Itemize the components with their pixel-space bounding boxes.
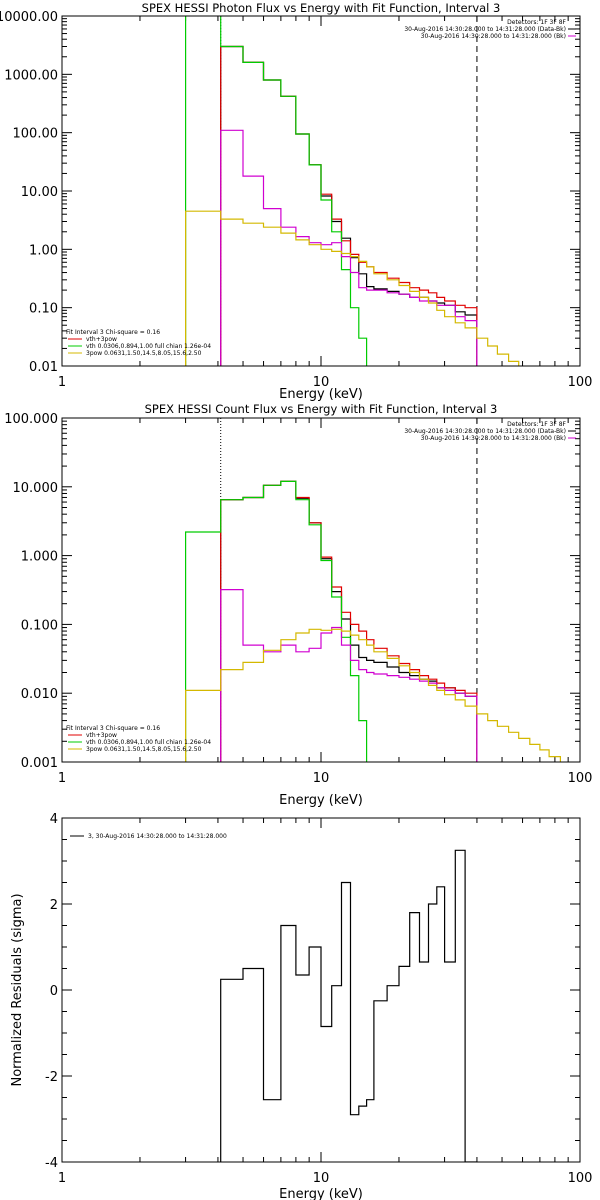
y-tick-label: 10000.00 bbox=[0, 10, 58, 25]
photon-flux-panel: SPEX HESSI Photon Flux vs Energy with Fi… bbox=[0, 1, 593, 402]
series-line-4 bbox=[185, 210, 520, 366]
x-tick-label: 100 bbox=[568, 771, 593, 786]
x-tick-label: 10 bbox=[313, 375, 330, 390]
header-line: Detectors: 1F 3F 8F bbox=[507, 19, 566, 26]
legend-label: 3pow 0.0631,1.50,14.5,8.05,15.6,2.50 bbox=[86, 350, 202, 357]
y-tick-label: -4 bbox=[45, 1156, 58, 1171]
y-tick-label: 4 bbox=[50, 812, 58, 827]
header-line: Detectors: 1F 3F 8F bbox=[507, 421, 566, 428]
y-tick-label: 100.00 bbox=[13, 127, 59, 142]
series-group bbox=[220, 849, 478, 1162]
plot-frame bbox=[61, 15, 581, 367]
x-axis-label: Energy (keV) bbox=[279, 1187, 363, 1200]
legend-label: 3pow 0.0631,1.50,14.5,8.05,15.6,2.50 bbox=[86, 746, 202, 753]
y-tick-label: 10.00 bbox=[21, 185, 58, 200]
x-axis-label: Energy (keV) bbox=[279, 793, 363, 808]
fit-info: Fit Interval 3 Chi-square = 0.16 bbox=[66, 329, 160, 336]
series-line-1 bbox=[220, 480, 478, 762]
plot-frame bbox=[61, 817, 581, 1163]
y-tick-label: 2 bbox=[50, 898, 58, 913]
x-tick-label: 1 bbox=[58, 1171, 66, 1186]
fit-info: Fit Interval 3 Chi-square = 0.16 bbox=[66, 725, 160, 732]
y-tick-label: 0.100 bbox=[21, 618, 58, 633]
y-tick-label: 1000.00 bbox=[4, 68, 58, 83]
series-group bbox=[185, 16, 520, 366]
x-axis-label: Energy (keV) bbox=[279, 387, 363, 402]
x-tick-label: 1 bbox=[58, 375, 66, 390]
header-line: 30-Aug-2016 14:30:28.000 to 14:31:28.000… bbox=[404, 428, 566, 435]
x-tick-label: 10 bbox=[313, 771, 330, 786]
y-tick-label: 0.010 bbox=[21, 687, 58, 702]
y-tick-label: 0.10 bbox=[29, 302, 58, 317]
legend-label: vth+3pow bbox=[86, 336, 117, 343]
count-flux-panel: SPEX HESSI Count Flux vs Energy with Fit… bbox=[4, 402, 592, 808]
series-line-3 bbox=[220, 129, 478, 366]
chart-title: SPEX HESSI Count Flux vs Energy with Fit… bbox=[145, 402, 498, 416]
x-tick-label: 100 bbox=[568, 1171, 593, 1186]
legend-label: vth 0.0306,0.894,1.00 full chian 1.26e-0… bbox=[86, 739, 211, 746]
y-tick-label: 1.00 bbox=[29, 243, 58, 258]
legend-label: 3, 30-Aug-2016 14:30:28.000 to 14:31:28.… bbox=[88, 833, 227, 840]
y-tick-label: -2 bbox=[45, 1070, 58, 1085]
x-tick-label: 100 bbox=[568, 375, 593, 390]
series-line-2 bbox=[185, 16, 368, 366]
chart-title: SPEX HESSI Photon Flux vs Energy with Fi… bbox=[142, 1, 501, 15]
residuals-panel: Energy (keV) Normalized Residuals (sigma)… bbox=[10, 812, 592, 1200]
series-line-2 bbox=[185, 480, 368, 762]
header-line: 30-Aug-2016 14:30:28.000 to 14:31:28.000… bbox=[421, 435, 566, 442]
y-tick-label: 100.000 bbox=[4, 412, 58, 427]
series-line-0 bbox=[220, 480, 478, 762]
legend-label: vth 0.0306,0.894,1.00 full chian 1.26e-0… bbox=[86, 343, 211, 350]
y-tick-label: 0 bbox=[50, 984, 58, 999]
y-tick-label: 10.000 bbox=[13, 481, 59, 496]
series-line-4 bbox=[185, 628, 561, 762]
y-tick-label: 0.01 bbox=[29, 360, 58, 375]
header-line: 30-Aug-2016 14:30:28.000 to 14:31:28.000… bbox=[421, 33, 566, 40]
x-tick-label: 1 bbox=[58, 771, 66, 786]
y-axis-label: Normalized Residuals (sigma) bbox=[10, 893, 25, 1086]
y-tick-label: 0.001 bbox=[21, 756, 58, 771]
series-line-0 bbox=[220, 849, 478, 1162]
series-line-1 bbox=[220, 45, 478, 366]
series-line-3 bbox=[220, 589, 478, 762]
series-group bbox=[185, 480, 561, 762]
series-line-0 bbox=[220, 45, 478, 366]
x-tick-label: 10 bbox=[313, 1171, 330, 1186]
plot-frame bbox=[61, 417, 581, 763]
y-tick-label: 1.000 bbox=[21, 550, 58, 565]
header-line: 30-Aug-2016 14:30:28.000 to 14:31:28.000… bbox=[404, 26, 566, 33]
legend-label: vth+3pow bbox=[86, 732, 117, 739]
